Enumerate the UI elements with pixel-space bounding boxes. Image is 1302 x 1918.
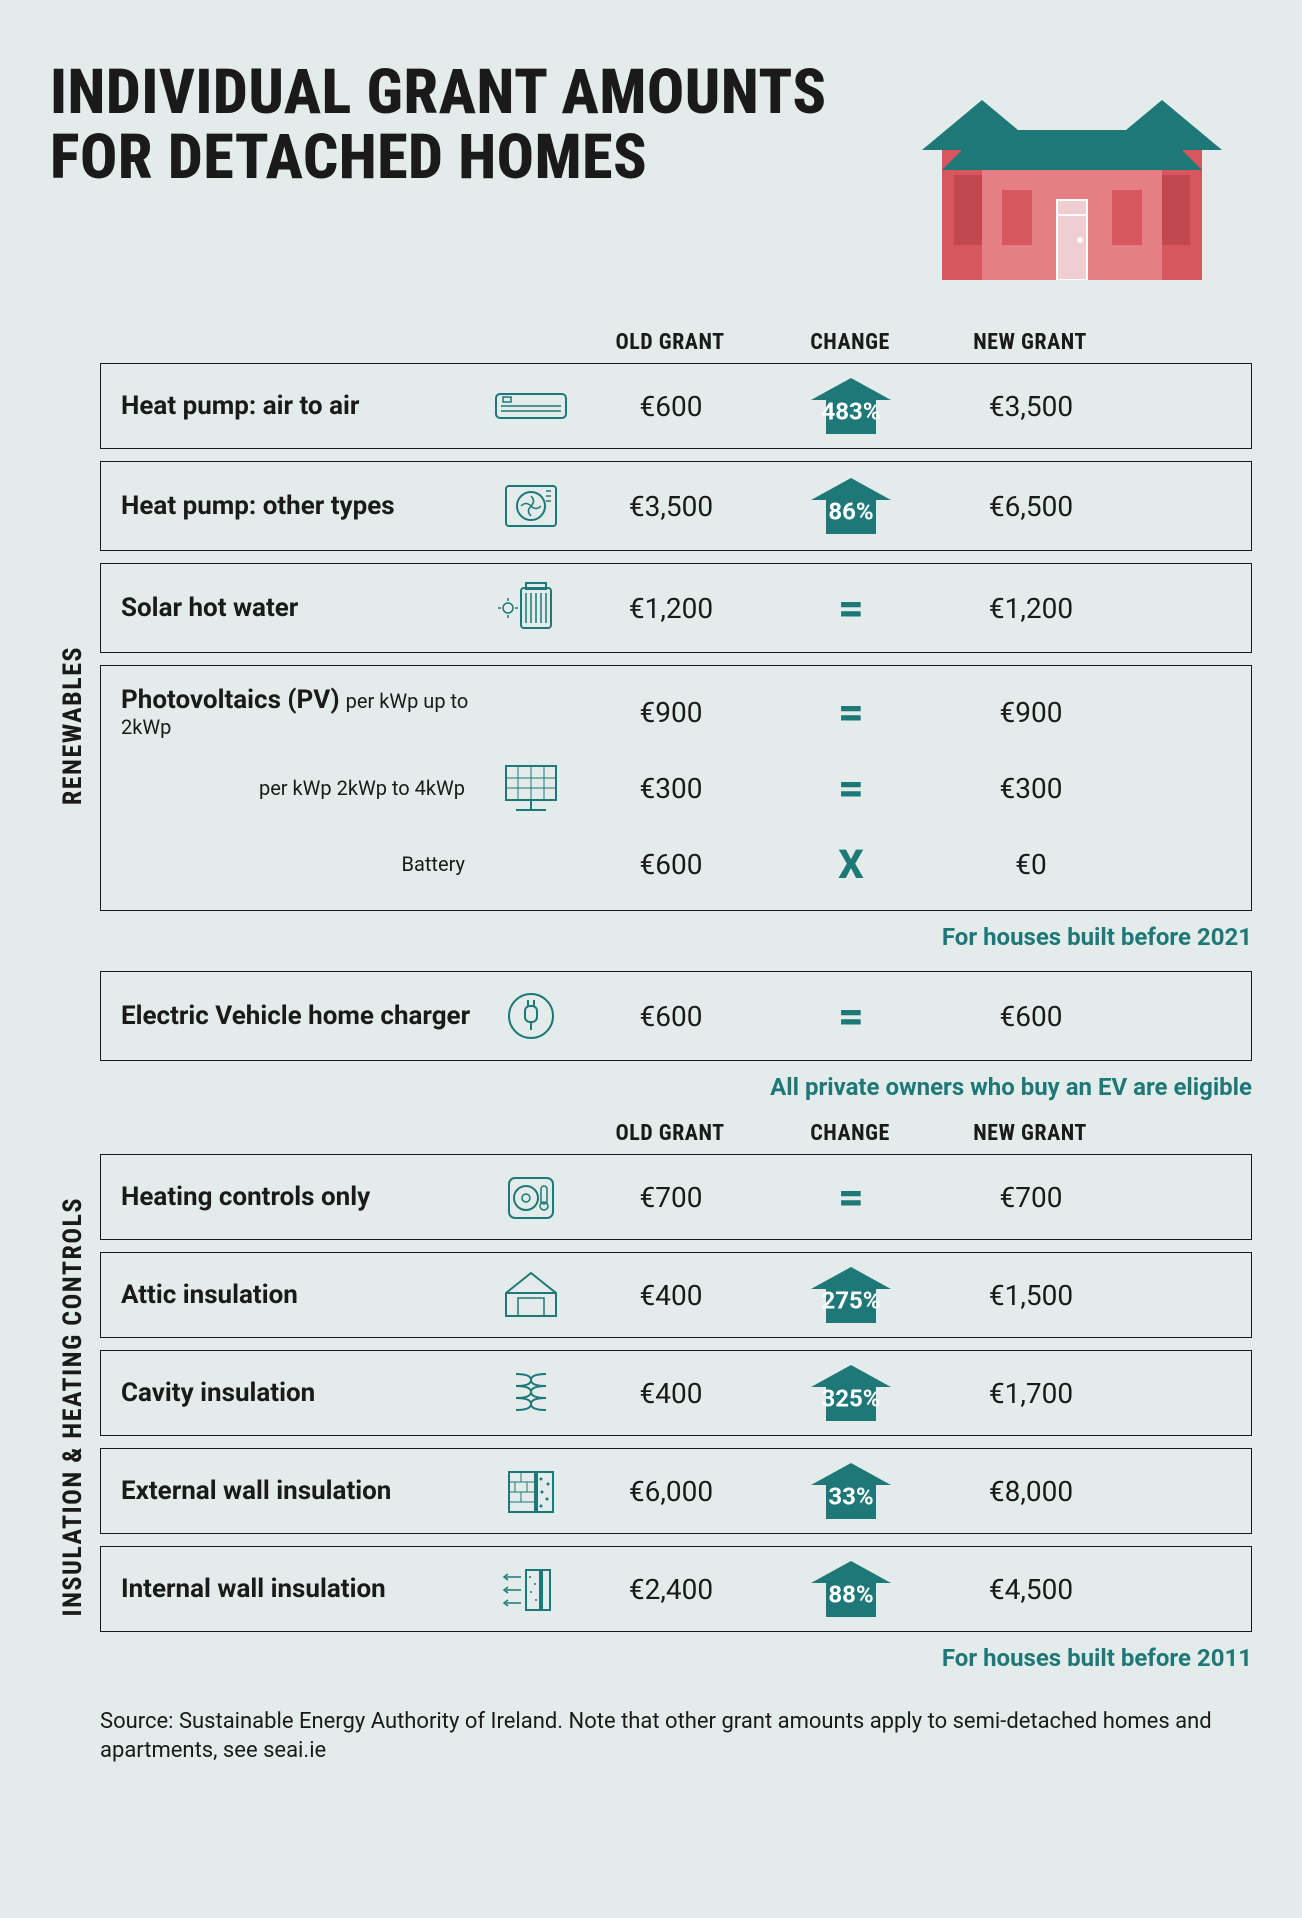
new-ev-charger: €600: [941, 1000, 1121, 1033]
header-change: CHANGE: [760, 330, 940, 355]
header-change-2: CHANGE: [760, 1121, 940, 1146]
plug-icon: [481, 986, 581, 1046]
header-new: NEW GRANT: [940, 330, 1120, 355]
new-external-wall: €8,000: [941, 1475, 1121, 1508]
row-attic: Attic insulation €400 275% €1,500: [100, 1252, 1252, 1338]
new-heating-controls: €700: [941, 1181, 1121, 1214]
old-heat-pump-air: €600: [581, 390, 761, 423]
row-heat-pump-other: Heat pump: other types €3,500 86% €6,500: [100, 461, 1252, 551]
row-pv: Photovoltaics (PV)per kWp up to 2kWp €90…: [100, 665, 1252, 911]
change-heat-pump-other: 86%: [761, 478, 941, 534]
renewables-section: RENEWABLES OLD GRANT CHANGE NEW GRANT He…: [50, 330, 1252, 1121]
x-icon: X: [838, 841, 863, 888]
change-attic: 275%: [761, 1267, 941, 1323]
source-text: Source: Sustainable Energy Authority of …: [50, 1708, 1252, 1765]
change-pv3: X: [761, 836, 941, 892]
new-solar-hot-water: €1,200: [941, 592, 1121, 625]
equals-icon: =: [838, 686, 864, 738]
label-heating-controls: Heating controls only: [121, 1182, 481, 1212]
change-pv2: =: [761, 760, 941, 816]
external-wall-icon: [481, 1464, 581, 1519]
change-solar-hot-water: =: [761, 580, 941, 636]
change-heat-pump-air: 483%: [761, 378, 941, 434]
old-attic: €400: [581, 1279, 761, 1312]
solar-water-icon: [481, 578, 581, 638]
new-pv2: €300: [941, 772, 1121, 805]
old-pv3: €600: [581, 848, 761, 881]
label-ev-charger: Electric Vehicle home charger: [121, 1001, 481, 1031]
note-pv: For houses built before 2021: [100, 923, 1252, 951]
old-pv2: €300: [581, 772, 761, 805]
renewables-label-container: RENEWABLES: [50, 330, 100, 1121]
house-icon: [892, 60, 1252, 280]
change-cavity: 325%: [761, 1365, 941, 1421]
solar-panel-icon: [481, 758, 581, 818]
label-solar-hot-water: Solar hot water: [121, 593, 481, 623]
change-external-wall: 33%: [761, 1463, 941, 1519]
old-heating-controls: €700: [581, 1181, 761, 1214]
row-heating-controls: Heating controls only €700 = €700: [100, 1154, 1252, 1240]
change-ev-charger: =: [761, 988, 941, 1044]
old-pv1: €900: [581, 696, 761, 729]
old-heat-pump-other: €3,500: [581, 490, 761, 523]
old-internal-wall: €2,400: [581, 1573, 761, 1606]
insulation-label: INSULATION & HEATING CONTROLS: [50, 1197, 96, 1616]
insulation-section: INSULATION & HEATING CONTROLS OLD GRANT …: [50, 1121, 1252, 1692]
change-pv1: =: [761, 684, 941, 740]
header-new-2: NEW GRANT: [940, 1121, 1120, 1146]
row-ev-charger: Electric Vehicle home charger €600 = €60…: [100, 971, 1252, 1061]
label-internal-wall: Internal wall insulation: [121, 1574, 481, 1604]
equals-icon: =: [838, 990, 864, 1042]
row-cavity: Cavity insulation €400 325% €1,700: [100, 1350, 1252, 1436]
old-solar-hot-water: €1,200: [581, 592, 761, 625]
insulation-label-container: INSULATION & HEATING CONTROLS: [50, 1121, 100, 1692]
new-heat-pump-air: €3,500: [941, 390, 1121, 423]
row-internal-wall: Internal wall insulation €2,400 88% €4,5…: [100, 1546, 1252, 1632]
label-heat-pump-air: Heat pump: air to air: [121, 391, 481, 421]
header: INDIVIDUAL GRANT AMOUNTS FOR DETACHED HO…: [50, 60, 1252, 280]
internal-wall-icon: [481, 1562, 581, 1617]
header-old: OLD GRANT: [580, 330, 760, 355]
new-cavity: €1,700: [941, 1377, 1121, 1410]
note-insulation: For houses built before 2011: [100, 1644, 1252, 1672]
equals-icon: =: [838, 762, 864, 814]
new-pv3: €0: [941, 848, 1121, 881]
header-old-2: OLD GRANT: [580, 1121, 760, 1146]
equals-icon: =: [838, 582, 864, 634]
row-heat-pump-air: Heat pump: air to air €600 483% €3,500: [100, 363, 1252, 449]
change-heating-controls: =: [761, 1169, 941, 1225]
column-headers: OLD GRANT CHANGE NEW GRANT: [100, 330, 1252, 355]
change-internal-wall: 88%: [761, 1561, 941, 1617]
label-attic: Attic insulation: [121, 1280, 481, 1310]
new-heat-pump-other: €6,500: [941, 490, 1121, 523]
cavity-icon: [481, 1366, 581, 1421]
new-pv1: €900: [941, 696, 1121, 729]
new-internal-wall: €4,500: [941, 1573, 1121, 1606]
renewables-label: RENEWABLES: [50, 646, 96, 805]
thermostat-icon: [481, 1170, 581, 1225]
column-headers-2: OLD GRANT CHANGE NEW GRANT: [100, 1121, 1252, 1146]
attic-icon: [481, 1268, 581, 1323]
label-external-wall: External wall insulation: [121, 1476, 481, 1506]
heat-pump-icon: [481, 476, 581, 536]
row-solar-hot-water: Solar hot water €1,200 = €1,200: [100, 563, 1252, 653]
note-ev: All private owners who buy an EV are eli…: [100, 1073, 1252, 1101]
label-pv2: per kWp 2kWp to 4kWp: [127, 776, 481, 800]
old-ev-charger: €600: [581, 1000, 761, 1033]
new-attic: €1,500: [941, 1279, 1121, 1312]
label-cavity: Cavity insulation: [121, 1378, 481, 1408]
old-external-wall: €6,000: [581, 1475, 761, 1508]
ac-unit-icon: [481, 386, 581, 426]
title-line2: FOR DETACHED HOMES: [50, 125, 827, 190]
label-pv3: Battery: [127, 852, 481, 876]
row-external-wall: External wall insulation €6,000 33% €8,0…: [100, 1448, 1252, 1534]
label-pv: Photovoltaics (PV)per kWp up to 2kWp: [121, 685, 481, 739]
equals-icon: =: [838, 1171, 864, 1223]
old-cavity: €400: [581, 1377, 761, 1410]
label-heat-pump-other: Heat pump: other types: [121, 491, 481, 521]
title-line1: INDIVIDUAL GRANT AMOUNTS: [50, 60, 827, 125]
